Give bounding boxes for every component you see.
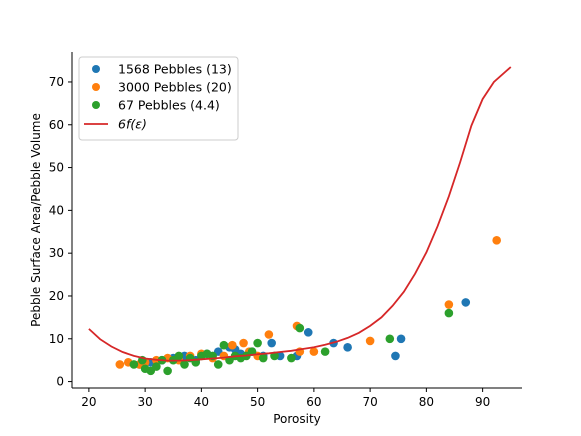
- data-point: [152, 362, 161, 371]
- data-point: [163, 366, 172, 376]
- y-tick-label: 70: [49, 75, 64, 89]
- y-tick-label: 50: [49, 161, 64, 175]
- x-tick-label: 80: [419, 395, 434, 409]
- data-point: [396, 334, 406, 344]
- x-tick-label: 70: [362, 395, 377, 409]
- axes: [71, 52, 522, 389]
- data-point: [391, 351, 400, 361]
- data-point: [444, 300, 454, 309]
- y-axis-label: Pebble Surface Area/Pebble Volume: [29, 113, 43, 327]
- data-point: [320, 347, 330, 356]
- data-point: [295, 323, 305, 333]
- y-tick-label: 60: [49, 118, 64, 132]
- data-point: [343, 343, 352, 352]
- y-tick-label: 10: [49, 332, 64, 346]
- x-tick-label: 20: [81, 395, 96, 409]
- legend-label-67: 67 Pebbles (4.4): [118, 98, 220, 113]
- data-point: [264, 330, 274, 339]
- series-2: [129, 308, 454, 376]
- data-point: [228, 340, 237, 350]
- legend-label-3000: 3000 Pebbles (20): [118, 80, 232, 95]
- plot-area: [88, 66, 512, 376]
- data-point: [115, 360, 125, 369]
- data-point: [303, 328, 313, 337]
- data-point: [253, 338, 262, 348]
- data-point: [219, 340, 229, 350]
- data-point: [239, 338, 248, 348]
- y-tick-label: 20: [49, 289, 64, 303]
- x-tick-label: 90: [475, 395, 490, 409]
- data-point: [258, 353, 268, 363]
- data-point: [385, 334, 395, 344]
- data-point: [213, 360, 223, 369]
- legend-marker-1568: [92, 65, 100, 73]
- y-tick-label: 30: [49, 246, 64, 260]
- data-point: [309, 347, 319, 356]
- x-tick-label: 50: [250, 395, 265, 409]
- data-point: [174, 351, 184, 361]
- legend-marker-67: [92, 101, 100, 109]
- x-tick-label: 30: [137, 395, 152, 409]
- y-ticks: 0 10 20 30 40 50 60 70: [49, 75, 72, 389]
- legend-box: [78, 56, 239, 141]
- legend: 1568 Pebbles (13) 3000 Pebbles (20) 67 P…: [78, 56, 239, 141]
- y-tick-label: 0: [56, 375, 64, 389]
- x-tick-label: 60: [306, 395, 321, 409]
- legend-label-curve: 6f(ε): [118, 117, 147, 132]
- series-0: [135, 298, 471, 369]
- x-tick-label: 40: [194, 395, 209, 409]
- legend-marker-3000: [92, 83, 100, 91]
- data-point: [287, 353, 296, 363]
- data-point: [180, 360, 189, 369]
- x-axis-label: Porosity: [273, 412, 321, 426]
- data-point: [492, 236, 501, 245]
- y-tick-label: 40: [49, 203, 64, 217]
- data-point: [444, 308, 454, 318]
- data-point: [365, 336, 375, 346]
- data-point: [461, 298, 471, 307]
- legend-label-1568: 1568 Pebbles (13): [118, 62, 232, 77]
- data-point: [267, 338, 276, 348]
- x-ticks: 20 30 40 50 60 70 80 90: [81, 388, 490, 409]
- legend-curve-text: 6f(ε): [118, 117, 147, 132]
- data-point: [129, 360, 139, 369]
- fit-curve: [88, 66, 512, 362]
